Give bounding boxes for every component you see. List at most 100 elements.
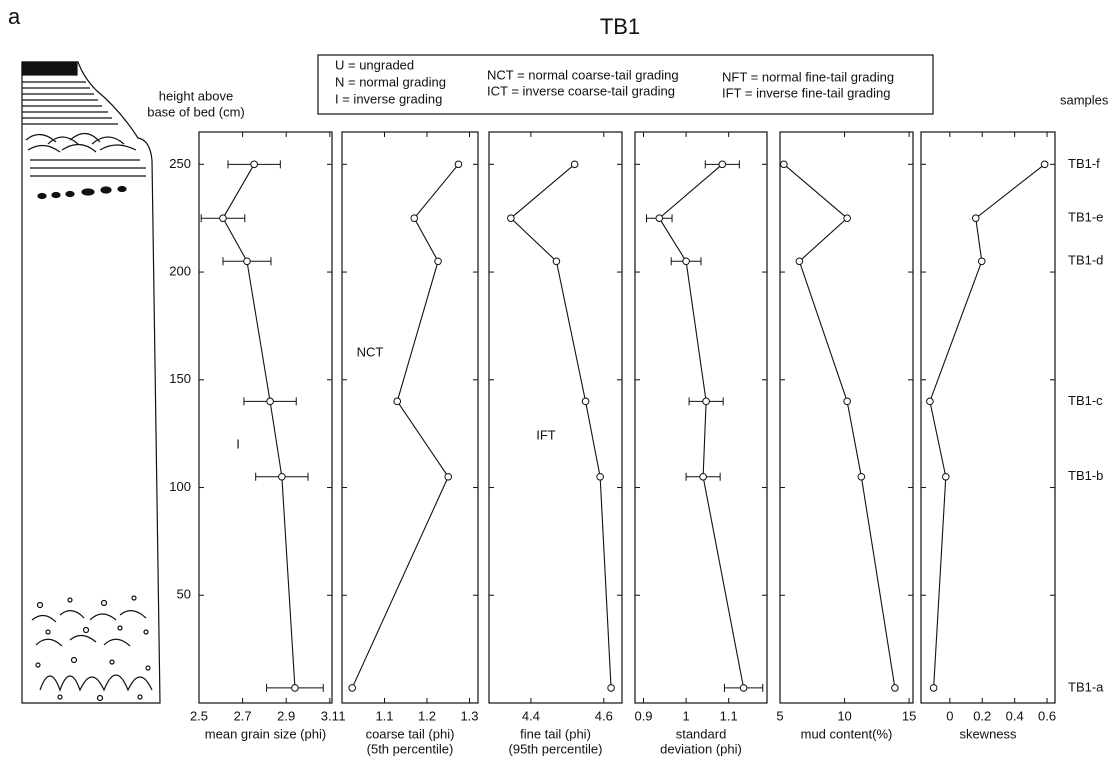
x-tick-label: 1.2 (418, 708, 436, 723)
figure: a TB1 U = ungraded N = normal grading I … (0, 0, 1115, 765)
data-point (1041, 161, 1048, 168)
sample-label: TB1-e (1068, 210, 1103, 225)
x-tick-label: 1.3 (460, 708, 478, 723)
data-point (656, 215, 663, 222)
chart-title: TB1 (600, 14, 640, 39)
x-tick-label: 2.9 (277, 708, 295, 723)
data-point (553, 258, 560, 265)
x-tick-label: 0.4 (1006, 708, 1024, 723)
sample-label: TB1-a (1068, 679, 1104, 694)
profile-line (352, 164, 458, 688)
data-point (445, 473, 452, 480)
data-point (455, 161, 462, 168)
data-point (279, 473, 286, 480)
data-point (978, 258, 985, 265)
legend-entry: N = normal grading (335, 74, 446, 89)
data-point (972, 215, 979, 222)
x-axis-label: skewness (959, 726, 1017, 741)
x-axis-label: (95th percentile) (509, 741, 603, 756)
data-point (394, 398, 401, 405)
x-tick-label: 2.5 (190, 708, 208, 723)
data-point (608, 685, 615, 692)
x-axis-label: mean grain size (phi) (205, 726, 326, 741)
x-axis-label: (5th percentile) (367, 741, 454, 756)
data-point (844, 215, 851, 222)
sample-label: TB1-f (1068, 156, 1100, 171)
profile-line (223, 164, 295, 688)
x-tick-label: 1 (338, 708, 345, 723)
data-point (571, 161, 578, 168)
y-tick-label: 200 (169, 263, 191, 278)
profile-line (659, 164, 743, 688)
y-axis-label: height above (159, 88, 233, 103)
data-point (220, 215, 227, 222)
stratigraphic-column (22, 62, 160, 703)
data-point (781, 161, 788, 168)
plot-frame (342, 132, 478, 703)
data-point (508, 215, 515, 222)
data-point (844, 398, 851, 405)
data-point (683, 258, 690, 265)
x-tick-label: 2.7 (234, 708, 252, 723)
data-point (892, 685, 899, 692)
plot-frame (635, 132, 767, 703)
panel-label: a (8, 4, 21, 29)
legend-entry: I = inverse grading (335, 91, 442, 106)
x-tick-label: 15 (902, 708, 916, 723)
data-point (719, 161, 726, 168)
y-tick-label: 250 (169, 156, 191, 171)
x-axis-label: coarse tail (phi) (366, 726, 455, 741)
plot-frame (199, 132, 332, 703)
sample-label: TB1-c (1068, 393, 1103, 408)
profile-line (511, 164, 611, 688)
legend-entry: ICT = inverse coarse-tail grading (487, 83, 675, 98)
data-point (267, 398, 274, 405)
x-axis-label: standard (676, 726, 727, 741)
legend-entry: NFT = normal fine-tail grading (722, 69, 894, 84)
sample-label: TB1-d (1068, 253, 1103, 268)
x-tick-label: 5 (776, 708, 783, 723)
legend-entry: IFT = inverse fine-tail grading (722, 85, 890, 100)
annotation: IFT (536, 427, 556, 442)
data-point (930, 685, 937, 692)
x-tick-label: 1.1 (375, 708, 393, 723)
data-point (597, 473, 604, 480)
x-tick-label: 0.2 (973, 708, 991, 723)
y-tick-label: 150 (169, 371, 191, 386)
sample-label: TB1-b (1068, 468, 1103, 483)
data-point (411, 215, 418, 222)
x-axis-label: mud content(%) (801, 726, 893, 741)
x-tick-label: 1.1 (720, 708, 738, 723)
x-tick-label: 3.1 (321, 708, 339, 723)
x-tick-label: 4.4 (522, 708, 540, 723)
legend-entry: NCT = normal coarse-tail grading (487, 67, 679, 82)
data-point (858, 473, 865, 480)
data-point (292, 685, 299, 692)
y-tick-label: 50 (177, 587, 191, 602)
profile-line (784, 164, 895, 688)
x-tick-label: 0.6 (1038, 708, 1056, 723)
data-point (244, 258, 251, 265)
data-point (927, 398, 934, 405)
data-point (700, 473, 707, 480)
profile-line (930, 164, 1045, 688)
data-point (349, 685, 356, 692)
data-point (251, 161, 258, 168)
annotation: I (236, 436, 240, 451)
x-tick-label: 1 (682, 708, 689, 723)
x-tick-label: 4.6 (595, 708, 613, 723)
plot-frame (921, 132, 1055, 703)
data-point (435, 258, 442, 265)
data-point (740, 685, 747, 692)
x-axis-label: fine tail (phi) (520, 726, 591, 741)
data-point (582, 398, 589, 405)
y-tick-label: 100 (169, 479, 191, 494)
samples-label: samples (1060, 92, 1109, 107)
x-tick-label: 0.9 (634, 708, 652, 723)
x-tick-label: 0 (946, 708, 953, 723)
data-point (703, 398, 710, 405)
x-axis-label: deviation (phi) (660, 741, 742, 756)
annotation: NCT (357, 344, 384, 359)
y-axis-label: base of bed (cm) (147, 104, 245, 119)
legend-entry: U = ungraded (335, 57, 414, 72)
